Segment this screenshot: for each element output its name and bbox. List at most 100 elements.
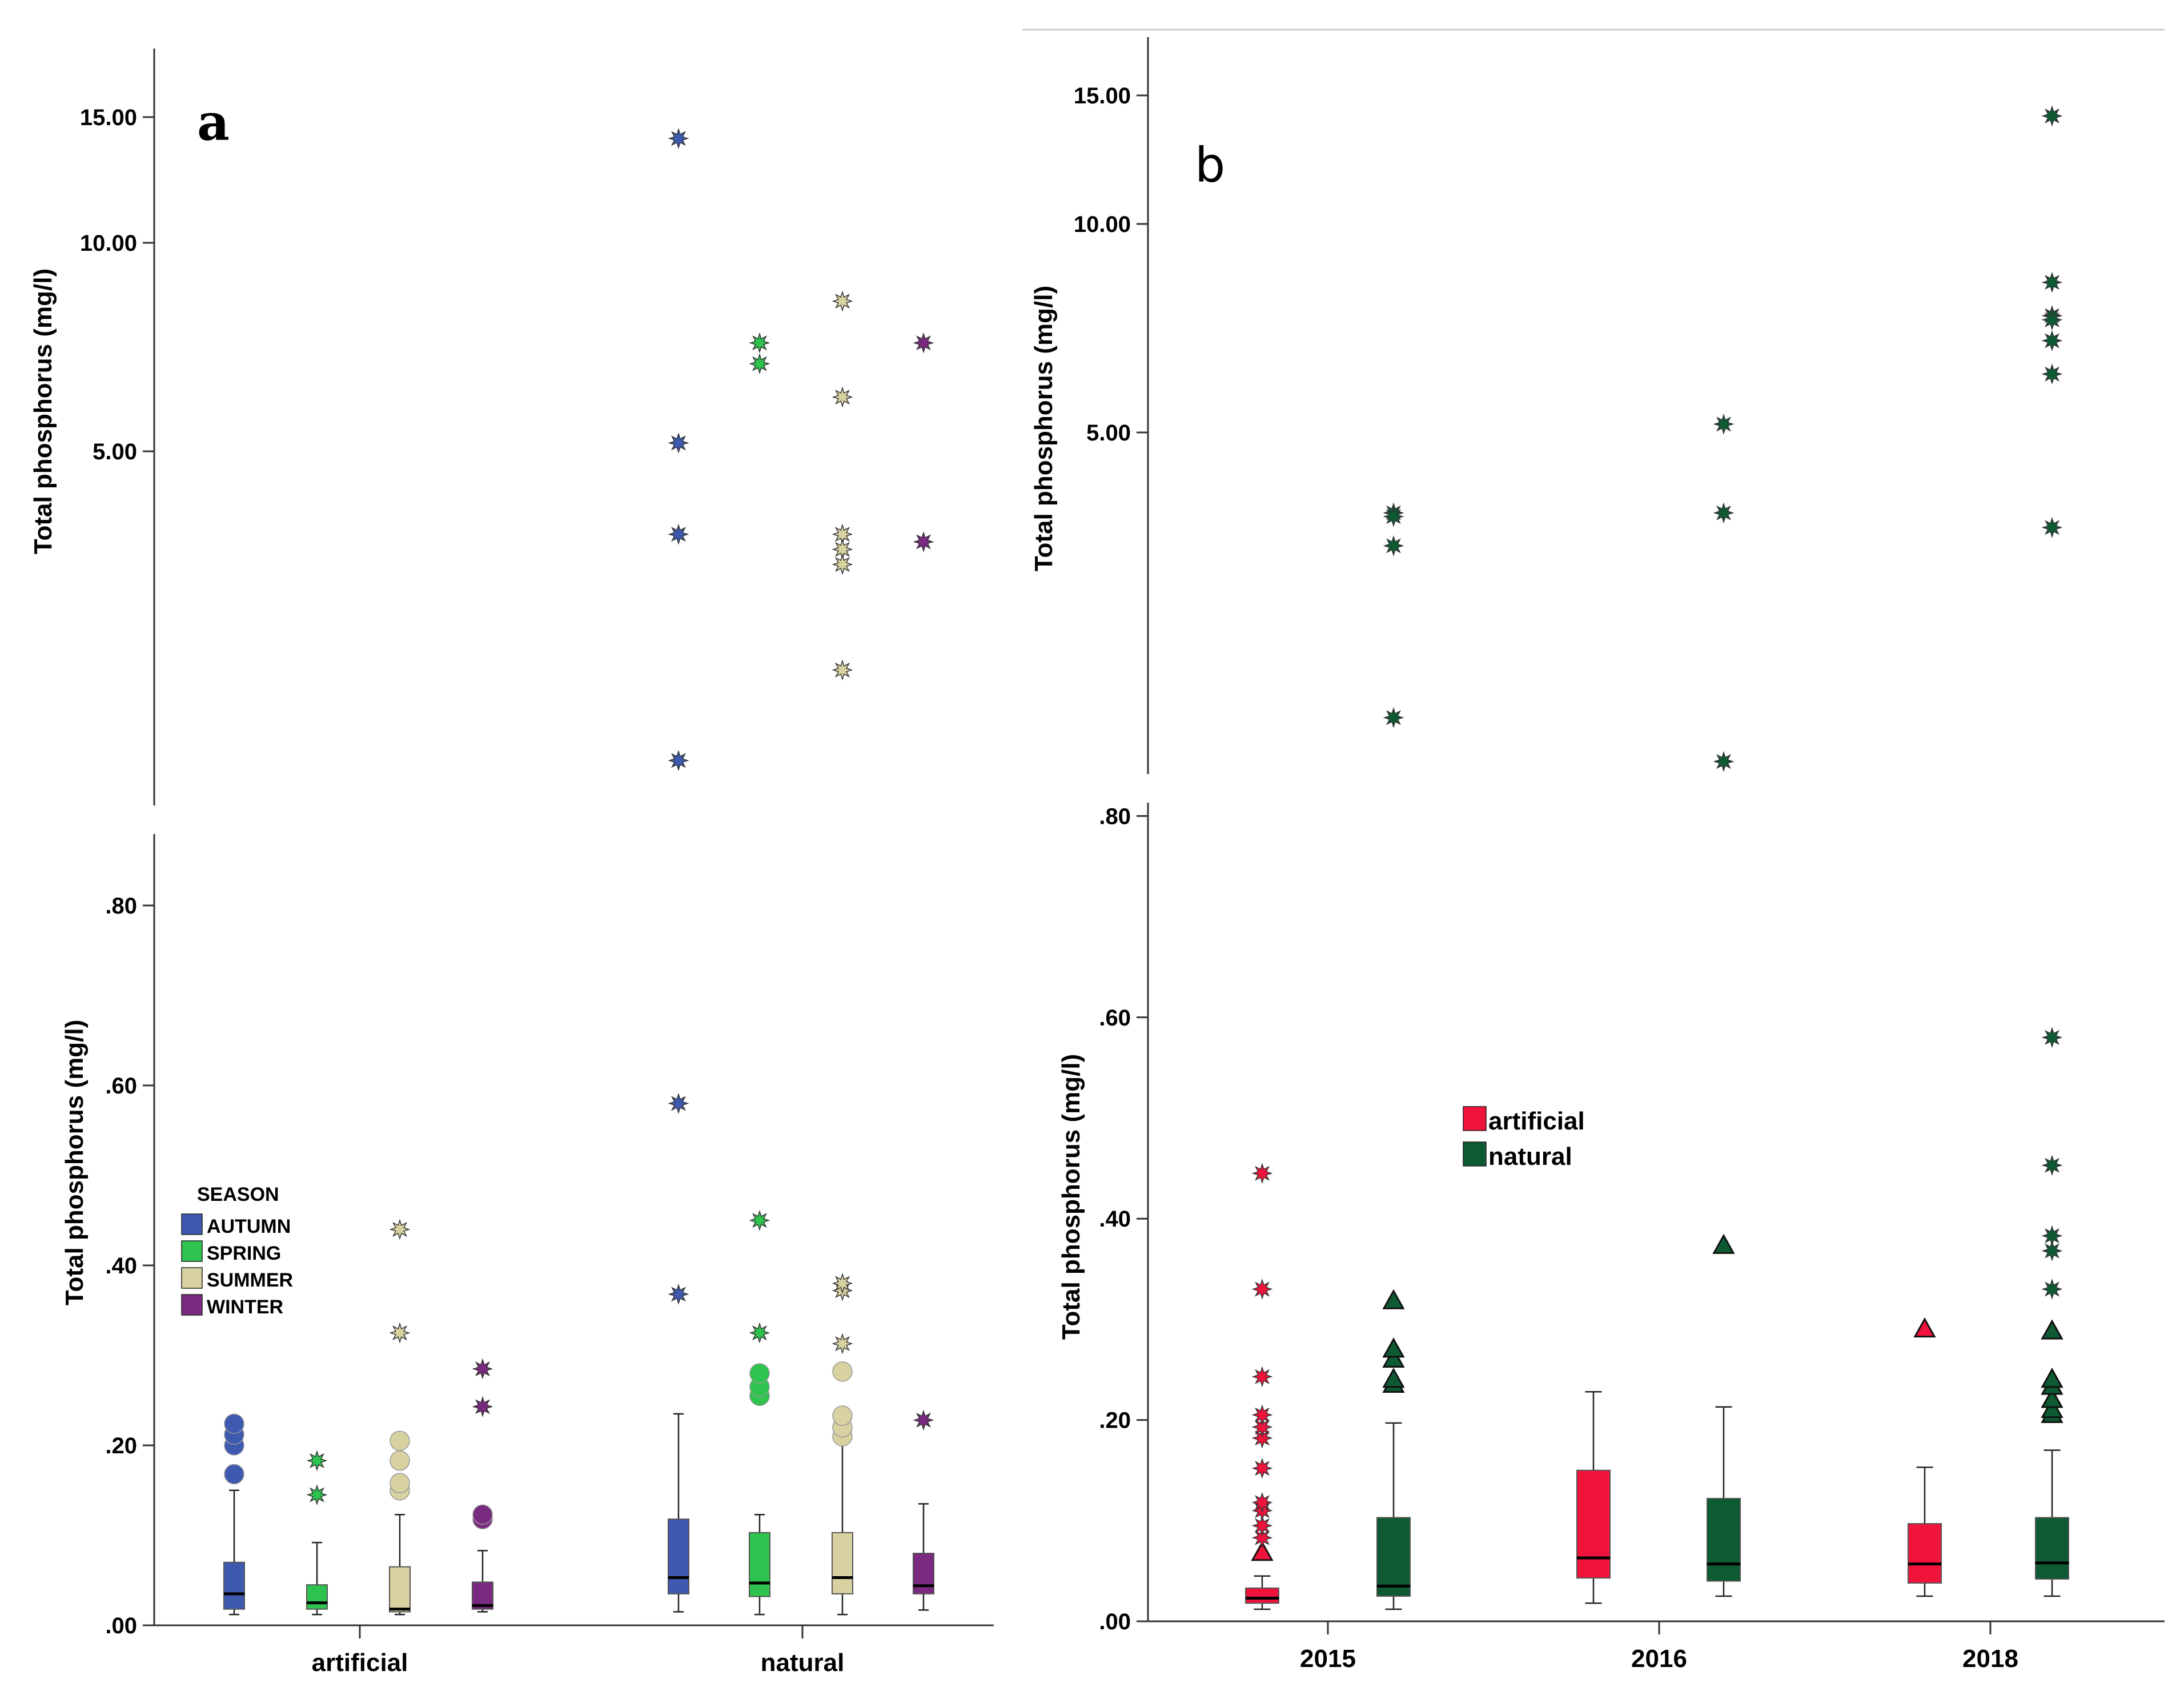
y-tick-label: .80 [105,893,137,919]
outlier-point [2041,1319,2063,1340]
outlier-point [1251,1541,1274,1561]
y-tick-label: .40 [1099,1207,1131,1232]
outlier-point [1913,1317,1936,1338]
extreme-point [306,1450,328,1472]
extreme-point [306,1484,328,1506]
panel-a-ticks: 15.00 10.00 5.00 .80 .60 .40 .20 .00 [80,105,154,1638]
panel-b-marks [1245,105,2069,1610]
y-tick-label: 15.00 [1074,83,1131,109]
extreme-point [2041,309,2063,331]
legend-title: SEASON [197,1184,279,1205]
y-tick-label: 10.00 [80,231,137,256]
extreme-point [2041,1225,2063,1247]
y-tick-label: .20 [1099,1408,1131,1433]
category-label: natural [761,1649,845,1677]
extreme-point [749,1209,770,1231]
extreme-point [2041,271,2063,293]
extreme-point [913,531,934,552]
outlier-point [2041,1397,2063,1418]
extreme-point [832,386,853,408]
category-label: 2018 [1962,1645,2018,1673]
outlier-point [1382,1347,1405,1368]
legend-label: WINTER [207,1296,283,1318]
legend-swatch-winter [181,1294,203,1316]
y-tick-label: .00 [105,1613,137,1638]
panel-b-upper-y-label: Total phosphorus (mg/l) [1030,286,1058,571]
box [913,1553,934,1594]
outlier-point [832,1361,853,1382]
legend-swatch-summer [181,1267,203,1289]
box [1376,1517,1411,1597]
extreme-point [389,1322,411,1344]
outlier-point [390,1450,410,1471]
extreme-point [1383,506,1404,527]
box [2035,1517,2069,1580]
legend-label: SUMMER [207,1269,293,1291]
box [389,1566,411,1613]
panel-b: b Total phosphorus (mg/l) Total phosphor… [1030,37,2165,1673]
outlier-point [1712,1233,1735,1254]
extreme-point [668,750,689,771]
extreme-point [2041,1155,2063,1176]
panel-b-ticks: 15.00 10.00 5.00 .80 .60 .40 .20 .00 [1074,83,1148,1634]
extreme-point [1383,535,1404,556]
panel-a-upper-y-label: Total phosphorus (mg/l) [29,269,57,554]
extreme-point [1713,413,1735,435]
extreme-point [1713,751,1735,772]
extreme-point [749,332,770,354]
outlier-point [390,1473,410,1493]
y-tick-label: .60 [1099,1005,1131,1031]
extreme-point [832,1273,853,1294]
extreme-point [668,523,689,545]
y-tick-label: .60 [105,1073,137,1099]
extreme-point [668,432,689,454]
y-tick-label: .00 [1099,1609,1131,1634]
outlier-point [749,1363,770,1384]
outlier-point [224,1413,244,1434]
extreme-point [832,659,853,681]
panel-b-legend: artificial natural [1463,1106,1585,1171]
panel-a-label: a [197,93,230,152]
legend-label: natural [1488,1143,1572,1171]
extreme-point [668,127,689,149]
panel-a: a Total phosphorus (mg/l) Total phosphor… [29,49,994,1677]
extreme-point [389,1219,411,1240]
legend-swatch-spring [181,1240,203,1262]
outlier-point [390,1430,410,1451]
box [306,1584,328,1610]
extreme-point [1251,1279,1273,1300]
extreme-point [2041,516,2063,538]
box [1908,1523,1942,1584]
box [832,1532,853,1594]
panel-a-legend: SEASON AUTUMN SPRING SUMMER WINTER [181,1184,293,1318]
extreme-point [1251,1416,1273,1438]
extreme-point [1251,1492,1273,1513]
outlier-point [2041,1388,2063,1408]
extreme-point [2041,330,2063,351]
extreme-point [913,1409,934,1431]
extreme-point [749,353,770,375]
extreme-point [472,1358,493,1380]
legend-swatch-autumn [181,1213,203,1235]
category-label: 2016 [1631,1645,1687,1673]
box [668,1518,689,1594]
box [1576,1469,1611,1579]
y-tick-label: .40 [105,1253,137,1279]
extreme-point [1383,707,1404,728]
legend-swatch-artificial [1463,1106,1487,1131]
extreme-point [2041,1279,2063,1300]
y-tick-label: 15.00 [80,105,137,130]
box [1245,1587,1279,1604]
extreme-point [1251,1404,1273,1426]
outlier-point [224,1464,244,1485]
y-tick-label: .20 [105,1433,137,1458]
y-tick-label: .80 [1099,804,1131,829]
outlier-point [2041,1368,2063,1388]
extreme-point [2041,1240,2063,1262]
extreme-point [832,1333,853,1355]
legend-label: artificial [1488,1107,1585,1135]
legend-label: SPRING [207,1243,281,1264]
box [223,1561,245,1610]
outlier-point [832,1405,853,1426]
